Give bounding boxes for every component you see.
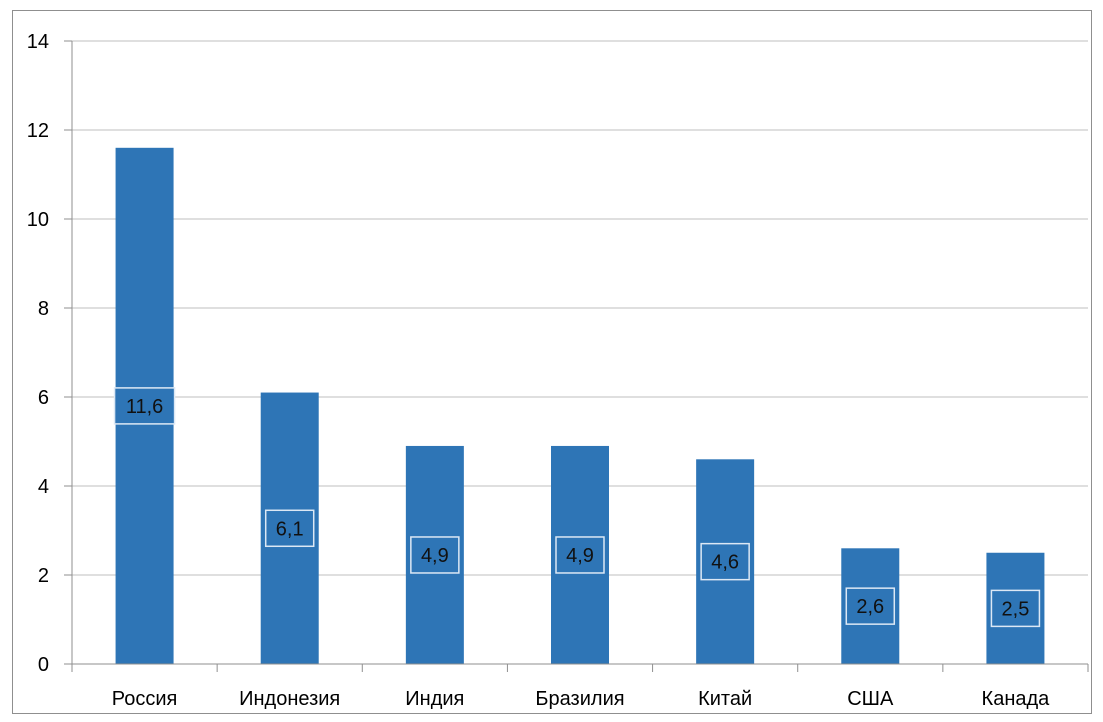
data-label: 2,5 — [1002, 598, 1030, 620]
x-axis-category-label: Китай — [698, 688, 752, 710]
data-label: 2,6 — [856, 596, 884, 618]
y-axis-tick-label: 10 — [27, 209, 49, 231]
data-label-box — [410, 536, 460, 574]
y-axis-tick-label: 14 — [27, 31, 49, 53]
bars — [115, 147, 1045, 665]
x-axis-category-label: Индонезия — [239, 688, 340, 710]
data-label-box — [845, 587, 896, 625]
x-axis-category-label: Бразилия — [535, 688, 624, 710]
axes — [64, 40, 1089, 672]
y-axis-tick-label: 2 — [38, 565, 49, 587]
data-label-box — [990, 589, 1041, 628]
y-axis-tick-label: 0 — [38, 654, 49, 676]
y-axis-tick-label: 8 — [38, 298, 49, 320]
y-axis-tick-label: 4 — [38, 476, 49, 498]
x-axis-category-label: Индия — [405, 688, 464, 710]
y-axis-tick-label: 6 — [38, 387, 49, 409]
data-label: 11,6 — [126, 396, 163, 418]
data-label-box — [113, 387, 176, 425]
labels: 0 2 4 6 8 10 12 14 Россия 11,6 Индонезия 6,1 Индия 4,… — [27, 31, 1050, 710]
data-label: 6,1 — [276, 518, 304, 540]
y-axis-tick-label: 12 — [27, 120, 49, 142]
data-label: 4,9 — [421, 545, 449, 567]
data-label-box — [264, 509, 315, 548]
grid-lines — [72, 40, 1088, 576]
x-axis-category-label: Канада — [982, 688, 1051, 710]
x-axis-category-label: США — [847, 688, 894, 710]
data-label-box — [555, 536, 605, 574]
data-label: 4,9 — [566, 545, 594, 567]
x-axis-category-label: Россия — [112, 688, 178, 710]
data-label: 4,6 — [711, 552, 739, 574]
data-label-box — [700, 542, 750, 581]
